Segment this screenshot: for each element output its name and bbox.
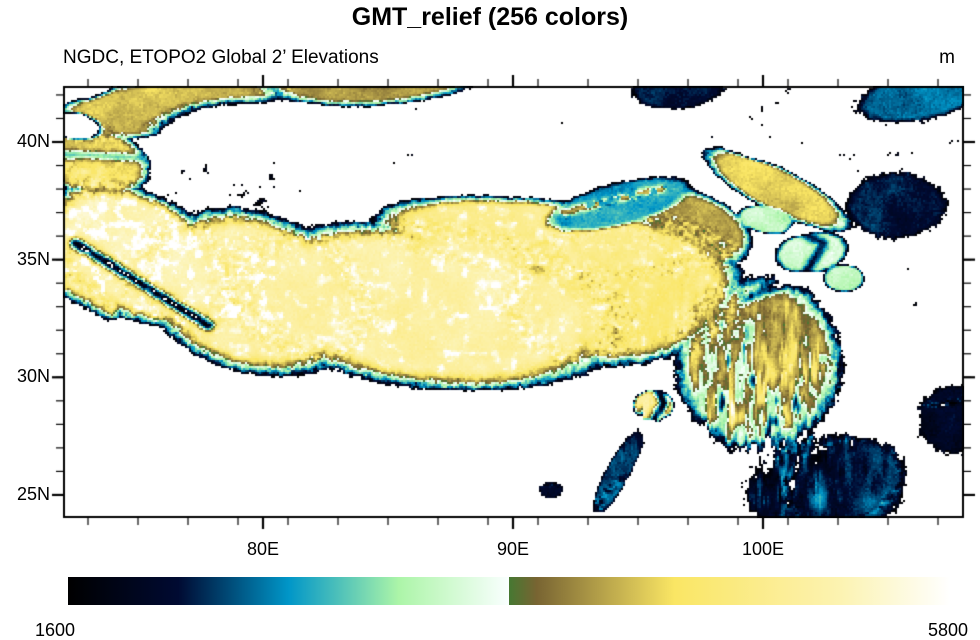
colorbar-max-label: 5800 [927,620,969,640]
colorbar [68,577,950,605]
x-axis-tick-label: 80E [246,539,280,559]
y-axis-tick-label: 30N [16,366,50,387]
y-axis-tick-label: 25N [16,483,50,504]
y-axis-tick-label: 35N [16,248,50,269]
colorbar-min-label: 1600 [34,620,76,640]
x-axis-tick-label: 100E [741,539,785,559]
x-axis-tick-label: 90E [496,539,530,559]
y-axis-tick-label: 40N [16,131,50,151]
